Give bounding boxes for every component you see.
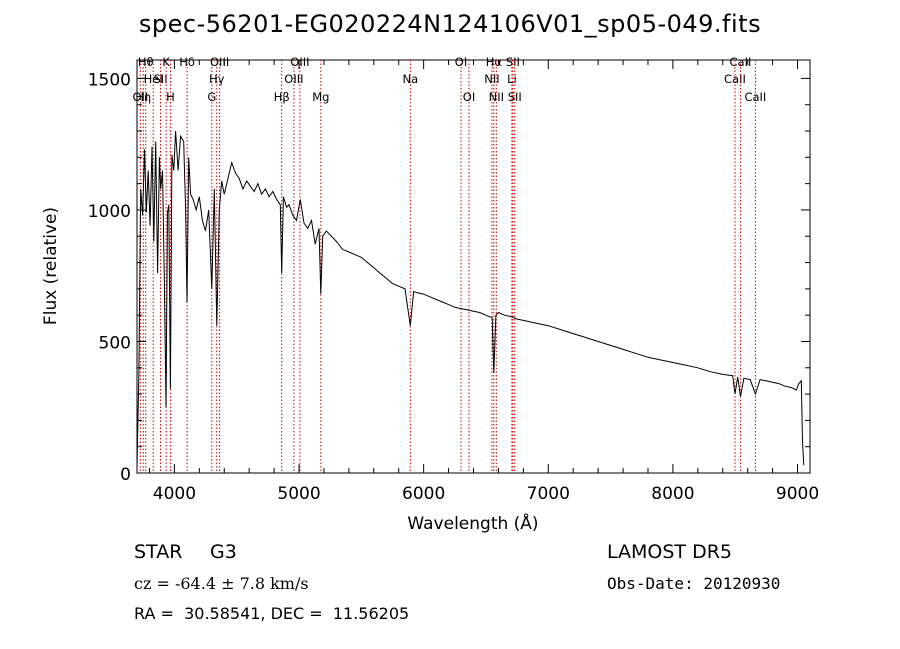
line-marker-label: CaII	[724, 72, 746, 86]
line-marker-label: NII	[484, 72, 499, 86]
x-tick-label: 8000	[651, 484, 694, 504]
line-marker-label: CaII	[744, 90, 766, 104]
line-marker-label: Mg	[312, 90, 329, 104]
line-marker-label: HeI	[144, 72, 163, 86]
x-tick-label: 6000	[402, 484, 445, 504]
line-marker-label: SII	[154, 72, 168, 86]
line-marker-label: OI	[463, 90, 475, 104]
line-marker-label: OIII	[284, 72, 303, 86]
x-axis-label: Wavelength (Å)	[407, 512, 538, 534]
line-marker-label: OIII	[290, 55, 309, 69]
line-marker-label: CaII	[730, 55, 752, 69]
line-marker-label: NII	[489, 90, 504, 104]
line-markers: OIIHηHθHeISIIKHHδGHγOIIIHβOIIIOIIIMgNaOI…	[132, 55, 766, 473]
chart-title: spec-56201-EG020224N124106V01_sp05-049.f…	[138, 10, 762, 38]
line-marker-label: G	[207, 90, 216, 104]
axes: 4000 5000 6000 7000 8000 9000 0 500 1000 1500	[88, 60, 819, 504]
line-marker-label: OI	[455, 55, 467, 69]
y-tick-label: 1500	[88, 70, 131, 90]
x-tick-label: 5000	[277, 484, 320, 504]
plot-frame	[136, 59, 811, 474]
line-marker-label: Hγ	[209, 72, 225, 86]
obs-date: Obs-Date: 20120930	[607, 574, 781, 593]
y-tick-label: 0	[120, 465, 131, 485]
line-marker-label: SII	[506, 55, 520, 69]
line-marker-label: Hη	[135, 90, 151, 104]
coordinates: RA = 30.58541, DEC = 11.56205	[134, 604, 410, 623]
y-tick-label: 1000	[88, 202, 131, 222]
x-tick-label: 4000	[153, 484, 196, 504]
line-marker-label: OIII	[210, 55, 229, 69]
y-axis-label: Flux (relative)	[41, 207, 61, 325]
line-marker-label: SII	[508, 90, 522, 104]
y-tick-label: 500	[99, 333, 131, 353]
x-tick-label: 9000	[776, 484, 819, 504]
line-marker-label: Hδ	[179, 55, 195, 69]
spectrum-line	[136, 130, 805, 468]
line-marker-label: Na	[402, 72, 418, 86]
line-marker-label: Hθ	[138, 55, 154, 69]
object-subclass: G3	[210, 541, 237, 563]
redshift-text: cz = -64.4 ± 7.8 km/s	[134, 574, 309, 593]
line-marker-label: OII	[132, 90, 148, 104]
line-marker-label: Hα	[486, 55, 503, 69]
line-marker-label: Li	[507, 72, 517, 86]
line-marker-label: Hβ	[274, 90, 290, 104]
object-class: STAR	[134, 541, 183, 563]
line-marker-label: K	[162, 55, 170, 69]
x-tick-label: 7000	[527, 484, 570, 504]
line-marker-label: H	[166, 90, 175, 104]
survey-name: LAMOST DR5	[607, 541, 732, 563]
